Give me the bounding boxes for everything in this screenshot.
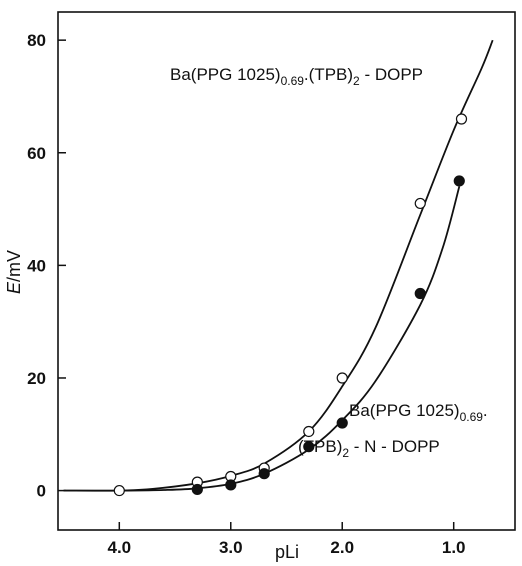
plot-frame: [57, 11, 516, 531]
x-tick-label: 3.0: [219, 538, 243, 557]
data-point-filled: [225, 479, 237, 491]
x-axis-title: pLi: [275, 542, 299, 562]
y-tick-label: 0: [37, 482, 46, 501]
series-label-open: Ba(PPG 1025)0.69.(TPB)2 - DOPP: [170, 65, 423, 88]
x-tick-label: 1.0: [442, 538, 466, 557]
data-point-filled: [258, 468, 270, 480]
y-axis-title: E/mV: [4, 250, 24, 294]
data-markers: [113, 113, 468, 497]
fit-curves: [63, 39, 494, 492]
axis-ticks: 4.0 3.0 2.0 1.0 0 20 40 60 80: [27, 31, 465, 557]
data-point-open: [336, 372, 348, 384]
data-point-open: [455, 113, 468, 125]
series-label-filled-line1: Ba(PPG 1025)0.69.: [349, 401, 488, 424]
x-tick-label: 2.0: [330, 538, 354, 557]
series-label-filled-line2: (TPB)2 - N - DOPP: [298, 437, 440, 460]
data-point-open: [414, 197, 426, 210]
data-point-open: [303, 425, 315, 438]
data-point-filled: [414, 287, 426, 300]
y-tick-label: 60: [27, 144, 46, 163]
fit-curve-open: [63, 39, 494, 492]
y-tick-label: 40: [27, 256, 46, 275]
x-tick-label: 4.0: [107, 538, 131, 557]
data-point-filled: [191, 483, 203, 496]
data-point-filled: [303, 441, 315, 453]
y-tick-label: 20: [27, 369, 46, 388]
data-point-filled: [336, 417, 348, 429]
y-axis-unit: /mV: [4, 250, 24, 282]
data-point-filled: [453, 175, 465, 187]
data-point-open: [113, 484, 125, 497]
y-axis-symbol: E: [4, 281, 24, 294]
y-tick-label: 80: [27, 31, 46, 50]
